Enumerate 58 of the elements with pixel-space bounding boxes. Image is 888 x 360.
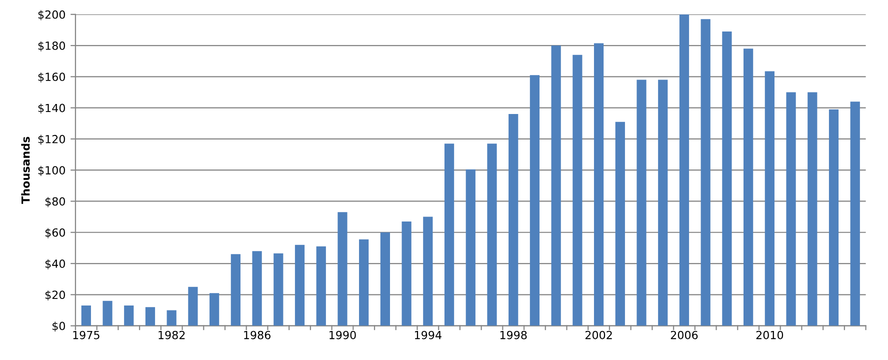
x-tick-label: 1982	[158, 330, 185, 340]
bar	[230, 254, 240, 326]
bar	[594, 43, 604, 326]
x-tick-label: 1998	[500, 330, 527, 340]
bar	[487, 144, 497, 326]
x-tick-label: 1975	[73, 330, 100, 340]
bar	[402, 221, 412, 326]
y-tick-label: $100	[38, 166, 66, 176]
y-axis-title: Thousands	[21, 136, 30, 204]
y-tick-label: $0	[52, 322, 66, 332]
bar	[294, 244, 305, 326]
bar	[808, 92, 818, 326]
bar	[210, 293, 220, 326]
x-tick-label: 2006	[670, 330, 698, 340]
y-tick-label: $20	[45, 290, 66, 301]
y-tick-label: $160	[38, 72, 66, 83]
y-tick-label: $120	[38, 134, 66, 145]
bar	[81, 306, 91, 326]
bar	[316, 246, 326, 326]
bar	[466, 169, 476, 326]
bar	[764, 71, 774, 326]
bar	[679, 14, 690, 326]
bar	[508, 114, 518, 326]
x-tick-label: 1990	[330, 330, 356, 340]
x-tick-label: 1986	[244, 330, 270, 340]
bar	[700, 19, 710, 326]
x-tick-label: 2002	[585, 330, 612, 340]
bar	[636, 80, 646, 326]
y-tick-label: $200	[38, 10, 66, 20]
bar	[530, 75, 540, 326]
bar	[658, 80, 668, 326]
bar	[145, 307, 156, 326]
bar	[124, 306, 134, 326]
bar	[102, 300, 112, 326]
y-tick-label: $60	[45, 228, 66, 238]
bar	[188, 286, 198, 326]
bar	[274, 253, 284, 326]
bar	[252, 251, 262, 326]
bar	[359, 239, 369, 326]
bar	[722, 32, 732, 326]
x-tick-label: 1994	[415, 330, 442, 340]
bar	[551, 46, 561, 326]
bar	[380, 232, 390, 326]
y-tick-label: $140	[38, 104, 66, 114]
x-tick-label: 2010	[756, 330, 784, 340]
y-tick-label: $180	[38, 41, 66, 52]
bar	[166, 310, 176, 326]
bar	[444, 144, 454, 326]
bar	[423, 216, 433, 326]
bar	[338, 212, 348, 326]
y-tick-label: $40	[45, 259, 66, 270]
bar	[786, 92, 796, 326]
bar	[572, 54, 582, 326]
bar	[615, 122, 625, 326]
bar	[828, 109, 839, 326]
bar	[744, 48, 754, 326]
y-tick-label: $80	[45, 197, 66, 208]
bar	[850, 102, 860, 326]
